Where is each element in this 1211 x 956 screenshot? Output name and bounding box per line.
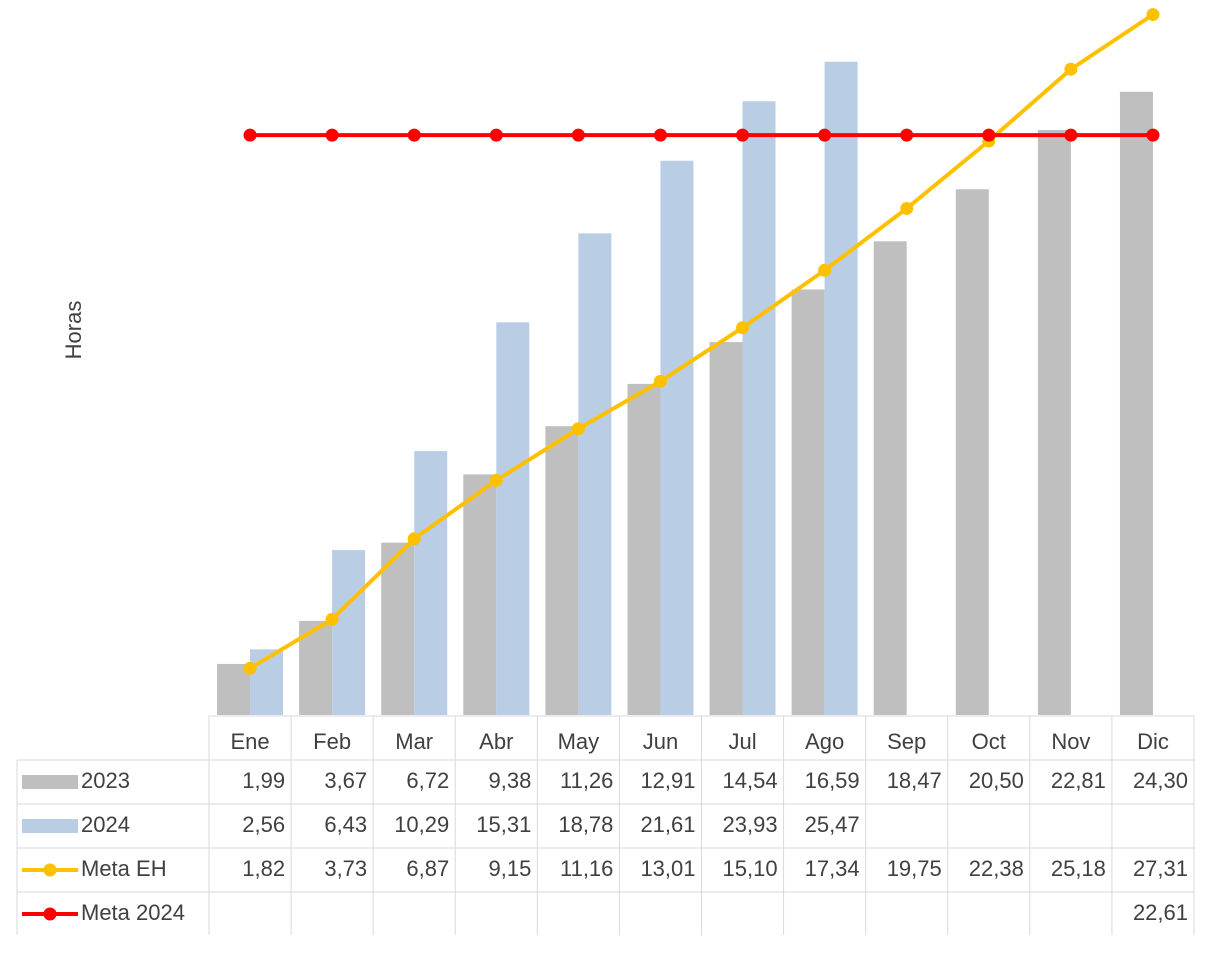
bar xyxy=(709,342,743,715)
table-cell: 3,73 xyxy=(324,856,367,881)
x-tick-label: Nov xyxy=(1051,729,1090,754)
line-marker xyxy=(489,128,503,142)
bar xyxy=(742,101,776,716)
x-tick-label: Sep xyxy=(887,729,926,754)
legend-label: Meta 2024 xyxy=(81,900,185,925)
bar xyxy=(627,383,661,715)
line-marker xyxy=(571,128,585,142)
table-cell: 13,01 xyxy=(640,856,695,881)
table-cell: 9,15 xyxy=(489,856,532,881)
table-cell: 24,30 xyxy=(1133,768,1188,793)
x-tick-label: Jul xyxy=(728,729,756,754)
bar xyxy=(496,322,530,715)
bar xyxy=(332,550,366,715)
table-cell: 16,59 xyxy=(805,768,860,793)
bar xyxy=(873,241,907,715)
legend-label: Meta EH xyxy=(81,856,167,881)
legend-label: 2023 xyxy=(81,768,130,793)
line-marker xyxy=(900,201,914,215)
x-tick-label: Feb xyxy=(313,729,351,754)
legend-key xyxy=(22,819,78,833)
line-marker xyxy=(736,321,750,335)
x-tick-label: Dic xyxy=(1137,729,1169,754)
line-marker xyxy=(489,473,503,487)
table-cell: 21,61 xyxy=(640,812,695,837)
table-cell: 23,93 xyxy=(723,812,778,837)
x-tick-label: Mar xyxy=(395,729,433,754)
x-tick-label: May xyxy=(558,729,600,754)
line-marker xyxy=(1146,8,1160,22)
bar xyxy=(414,451,448,715)
table-cell: 11,26 xyxy=(560,768,613,793)
line-marker xyxy=(1064,62,1078,76)
line-marker xyxy=(243,128,257,142)
table-cell: 22,38 xyxy=(969,856,1024,881)
table-cell: 25,47 xyxy=(805,812,860,837)
table-cell: 6,72 xyxy=(406,768,449,793)
legend-key xyxy=(43,907,57,921)
x-tick-label: Oct xyxy=(972,729,1006,754)
bar xyxy=(1119,91,1153,716)
bar xyxy=(545,426,579,715)
table-cell: 1,82 xyxy=(242,856,285,881)
table-cell: 22,61 xyxy=(1133,900,1188,925)
line-marker xyxy=(900,128,914,142)
table-cell: 19,75 xyxy=(887,856,942,881)
table-cell: 11,16 xyxy=(560,856,613,881)
bar xyxy=(791,289,825,715)
line-marker xyxy=(653,128,667,142)
line xyxy=(249,12,1155,671)
table-cell: 22,81 xyxy=(1051,768,1106,793)
table-cell: 2,56 xyxy=(242,812,285,837)
line-marker xyxy=(325,612,339,626)
legend-label: 2024 xyxy=(81,812,130,837)
table-cell: 10,29 xyxy=(394,812,449,837)
table-cell: 12,91 xyxy=(640,768,695,793)
line-marker xyxy=(325,128,339,142)
table-cell: 14,54 xyxy=(723,768,778,793)
bar xyxy=(1037,129,1071,715)
bar xyxy=(824,61,858,716)
bar xyxy=(217,663,251,715)
line-marker xyxy=(982,128,996,142)
line-marker xyxy=(1064,128,1078,142)
table-cell: 9,38 xyxy=(489,768,532,793)
line-marker xyxy=(818,128,832,142)
table-cell: 27,31 xyxy=(1133,856,1188,881)
table-cell: 17,34 xyxy=(805,856,860,881)
table-cell: 6,43 xyxy=(324,812,367,837)
x-tick-label: Abr xyxy=(479,729,513,754)
line-marker xyxy=(1146,128,1160,142)
table-cell: 15,31 xyxy=(476,812,531,837)
table-cell: 18,78 xyxy=(558,812,613,837)
line-marker xyxy=(571,422,585,436)
bar xyxy=(578,233,612,716)
legend-key xyxy=(22,775,78,789)
line-marker xyxy=(818,263,832,277)
bar xyxy=(463,474,497,715)
table-cell: 25,18 xyxy=(1051,856,1106,881)
bar xyxy=(660,160,694,715)
bar xyxy=(381,542,415,715)
bar xyxy=(955,189,989,715)
line-marker xyxy=(653,374,667,388)
x-tick-label: Ene xyxy=(230,729,269,754)
table-cell: 6,87 xyxy=(406,856,449,881)
table-cell: 20,50 xyxy=(969,768,1024,793)
legend-key xyxy=(43,863,57,877)
line-marker xyxy=(736,128,750,142)
table-cell: 15,10 xyxy=(723,856,778,881)
line-marker xyxy=(243,661,257,675)
table-cell: 1,99 xyxy=(242,768,285,793)
table-cell: 18,47 xyxy=(887,768,942,793)
table-cell: 3,67 xyxy=(324,768,367,793)
line-marker xyxy=(407,532,421,546)
y-axis-label: Horas xyxy=(61,301,86,360)
line-marker xyxy=(407,128,421,142)
x-tick-label: Jun xyxy=(643,729,678,754)
x-tick-label: Ago xyxy=(805,729,844,754)
